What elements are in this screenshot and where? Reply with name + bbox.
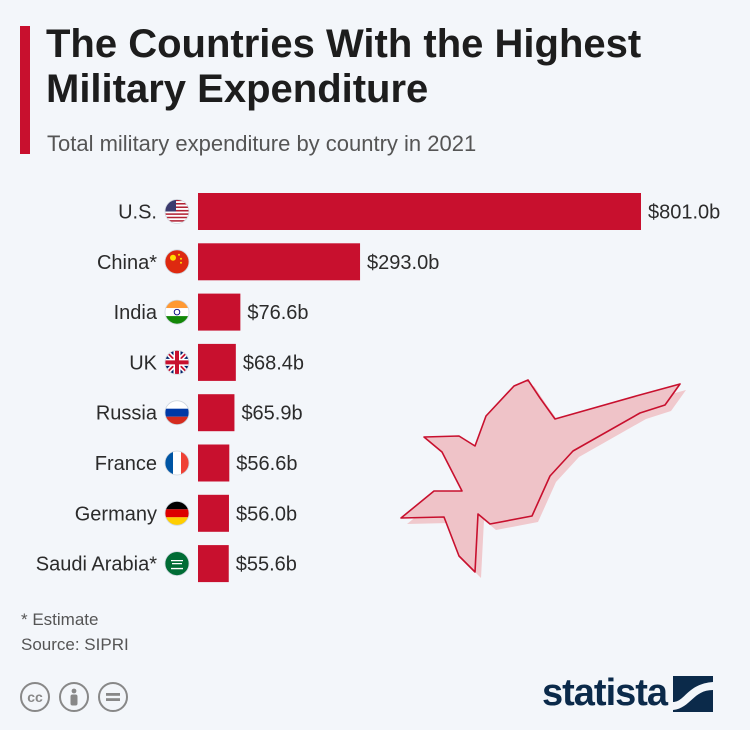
- value-label: $55.6b: [236, 554, 297, 576]
- chart-title: The Countries With the Highest Military …: [46, 22, 642, 111]
- value-label: $56.6b: [236, 453, 297, 475]
- bar-uk: [198, 343, 236, 381]
- category-label: China*: [97, 252, 157, 274]
- value-label: $65.9b: [241, 403, 302, 425]
- bar-us: [198, 193, 641, 230]
- cc-icon[interactable]: cc: [20, 682, 50, 712]
- license-icons: cc: [20, 682, 128, 712]
- bar-in: [198, 293, 241, 331]
- category-label: Russia: [96, 403, 158, 425]
- bar-fr: [198, 444, 230, 482]
- flag-ru-icon: [164, 400, 190, 426]
- category-label: UK: [129, 352, 157, 374]
- attribution-icon[interactable]: [59, 682, 89, 712]
- flag-cn-icon: [164, 249, 190, 275]
- footnote: * Estimate Source: SIPRI: [21, 607, 129, 657]
- bar-chart: U.S. $801.0b China* $293.0b India $76.6b UK $68…: [36, 193, 720, 583]
- brand-name: statista: [542, 672, 668, 714]
- category-label: U.S.: [118, 202, 157, 224]
- bar-sa: [198, 545, 229, 583]
- title-accent-bar: [20, 26, 30, 154]
- category-label: Saudi Arabia*: [36, 554, 157, 576]
- flag-de-icon: [164, 500, 190, 526]
- category-label: Germany: [75, 503, 157, 525]
- flag-us-icon: [164, 199, 190, 224]
- flag-sa-icon: [164, 551, 190, 576]
- bar-de: [198, 494, 229, 532]
- estimate-note: * Estimate: [21, 610, 99, 629]
- bar-cn: [198, 243, 361, 281]
- bar-ru: [198, 394, 235, 432]
- category-label: India: [114, 302, 158, 324]
- value-label: $801.0b: [648, 202, 720, 224]
- flag-uk-icon: [164, 349, 190, 375]
- source-note: Source: SIPRI: [21, 635, 129, 654]
- flag-in-icon: [164, 299, 190, 325]
- statista-logo-icon: [673, 675, 714, 712]
- no-derivatives-icon[interactable]: [98, 682, 128, 712]
- value-label: $293.0b: [367, 252, 439, 274]
- category-label: France: [95, 453, 157, 475]
- value-label: $68.4b: [243, 352, 304, 374]
- value-label: $56.0b: [236, 503, 297, 525]
- chart-subtitle: Total military expenditure by country in…: [47, 131, 477, 156]
- flag-fr-icon: [164, 450, 190, 476]
- value-label: $76.6b: [247, 302, 308, 324]
- fighter-jet-icon: [400, 379, 686, 578]
- statista-brand[interactable]: statista: [542, 672, 714, 715]
